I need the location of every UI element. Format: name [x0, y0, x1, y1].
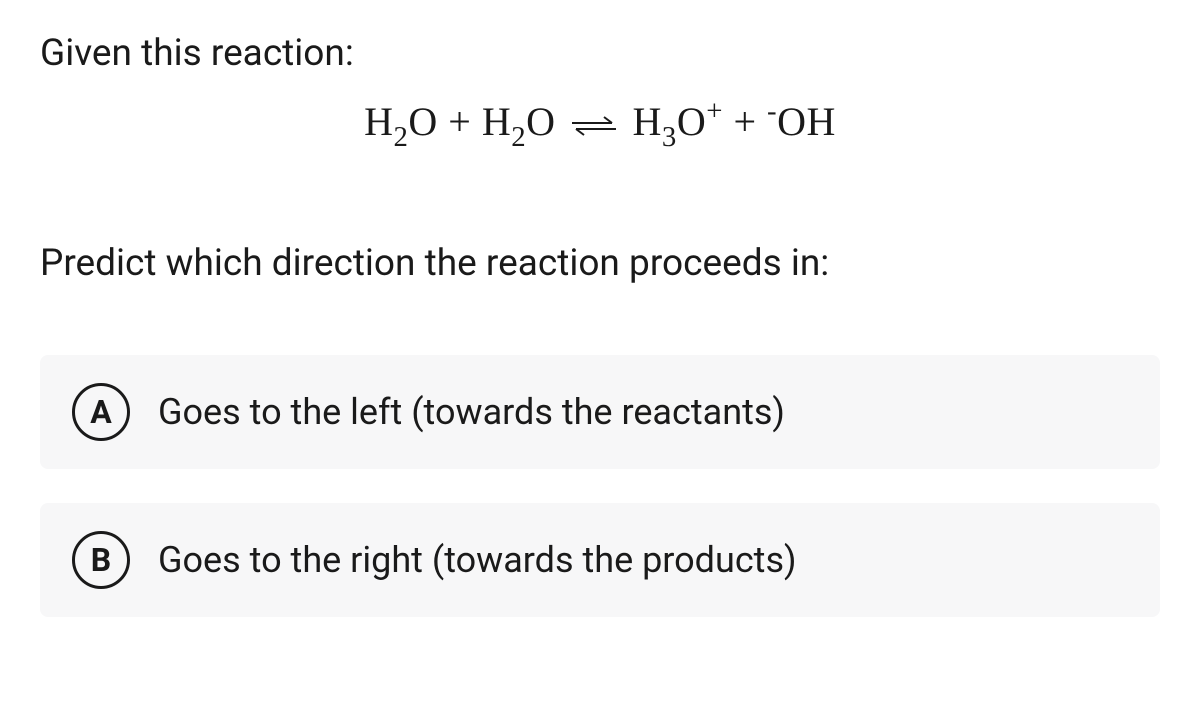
option-text: Goes to the left (towards the reactants)	[158, 391, 785, 433]
option-letter-circle: B	[72, 531, 130, 589]
prompt-text: Given this reaction:	[40, 30, 1160, 78]
reaction-equation: H2O + H2O H3O+ + -OH	[40, 96, 1160, 152]
option-text: Goes to the right (towards the products)	[158, 539, 797, 581]
equilibrium-arrow-icon	[570, 112, 618, 140]
answer-option-b[interactable]: B Goes to the right (towards the product…	[40, 503, 1160, 617]
equation-rhs: H3O+ + -OH	[633, 99, 836, 144]
option-letter-circle: A	[72, 383, 130, 441]
equation-lhs: H2O + H2O	[364, 99, 555, 144]
question-text: Predict which direction the reaction pro…	[40, 242, 1160, 285]
answer-option-a[interactable]: A Goes to the left (towards the reactant…	[40, 355, 1160, 469]
